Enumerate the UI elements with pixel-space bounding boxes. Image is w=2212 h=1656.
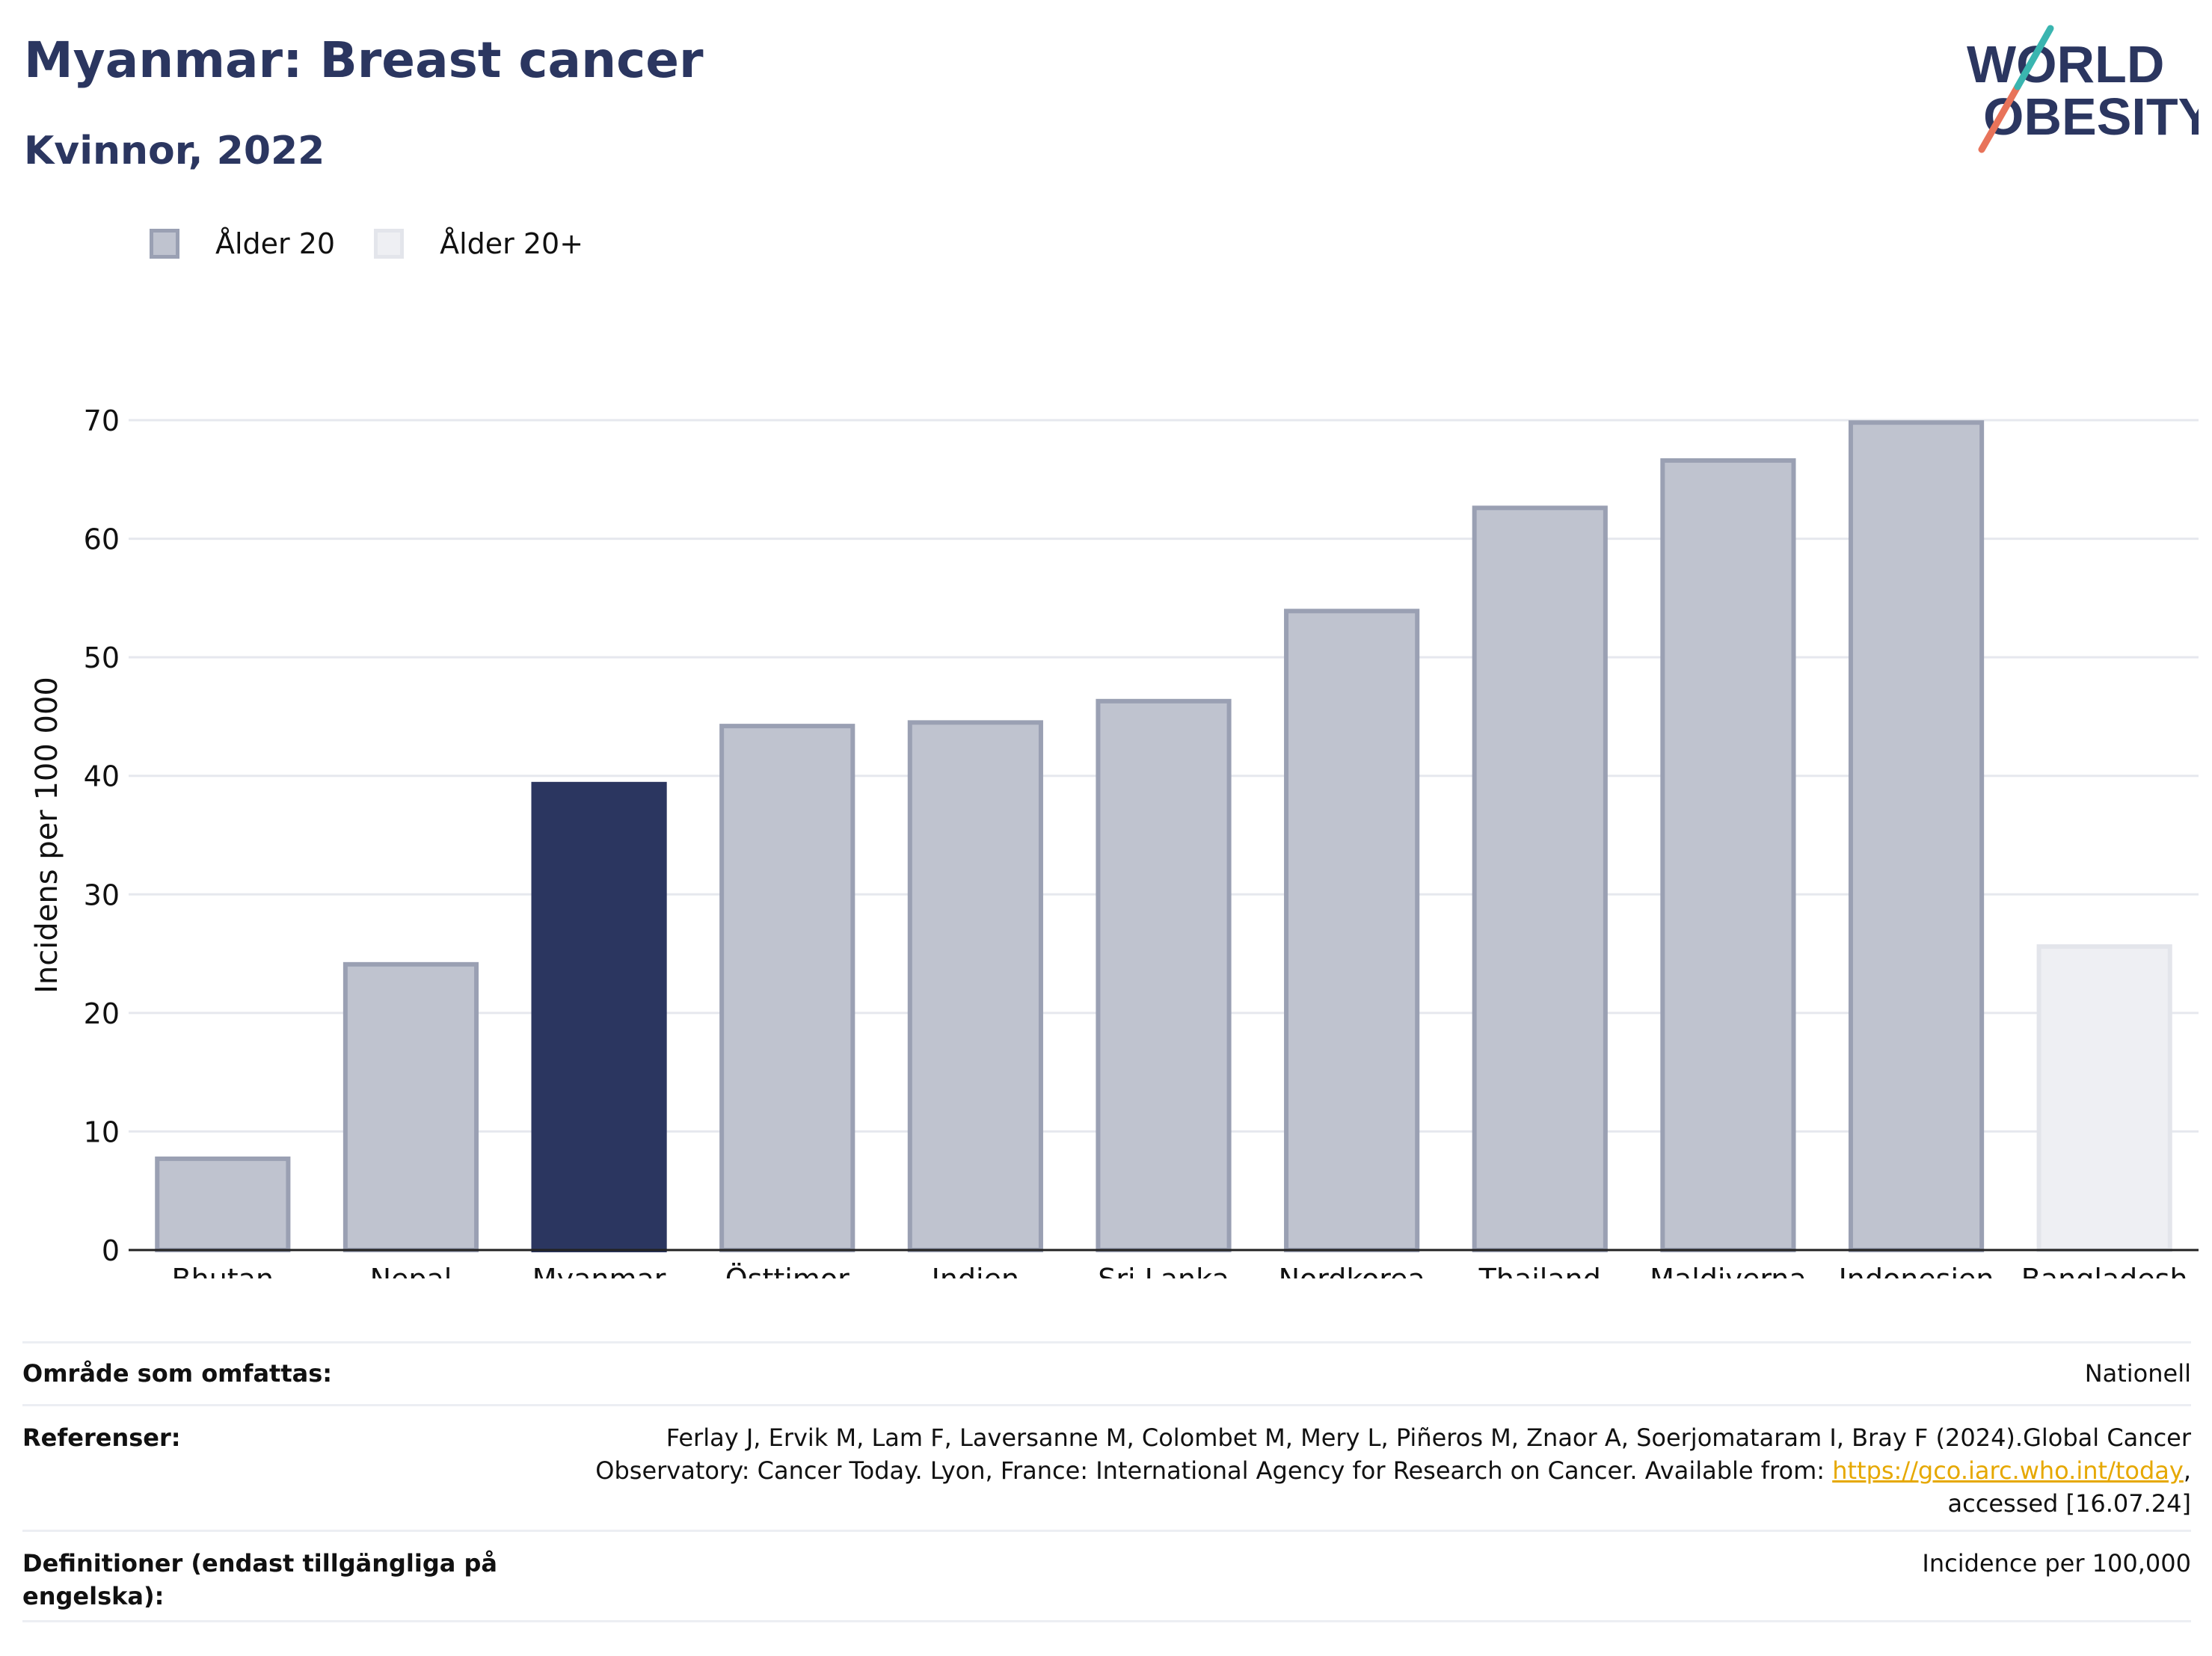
x-tick-label: Östtimor	[725, 1263, 850, 1278]
x-tick-label: Nepal	[370, 1263, 452, 1278]
y-tick-label: 70	[84, 404, 120, 437]
bar-nepal[interactable]	[342, 961, 479, 1252]
references-value: Ferlay J, Ervik M, Lam F, Laversanne M, …	[583, 1421, 2191, 1520]
references-line2-text: Observatory: Cancer Today. Lyon, France:…	[595, 1456, 1833, 1485]
x-tick-label: Myanmar	[532, 1263, 666, 1278]
bar-chart: 0 10 20 30 40 50 60 70 Bhutan Nepal Myanmar Östtim…	[30, 404, 2199, 1278]
bar-myanmar[interactable]	[531, 781, 667, 1252]
definitions-value: Incidence per 100,000	[1922, 1549, 2191, 1577]
y-tick-label: 40	[84, 760, 120, 793]
chart-bars	[155, 420, 2172, 1253]
legend-label-age20: Ålder 20	[215, 227, 336, 260]
page-title: Myanmar: Breast cancer	[24, 31, 704, 89]
references-line1: Ferlay J, Ervik M, Lam F, Laversanne M, …	[666, 1423, 2191, 1452]
y-tick-label: 50	[84, 641, 120, 674]
y-tick-label: 60	[84, 523, 120, 556]
y-axis-label: Incidens per 100 000	[30, 677, 64, 994]
legend-swatch-age20plus	[374, 229, 405, 259]
legend-label-age20plus: Ålder 20+	[440, 227, 584, 260]
legend-swatch-age20	[150, 229, 179, 259]
bar-nordkorea[interactable]	[1284, 609, 1420, 1252]
logo-line1: WORLD	[1967, 35, 2164, 93]
y-tick-label: 10	[84, 1115, 120, 1148]
x-tick-label: Bangladesh	[2021, 1263, 2188, 1278]
x-tick-label: Sri Lanka	[1098, 1263, 1229, 1278]
references-label: Referenser:	[22, 1423, 181, 1452]
logo-slash-lower	[1978, 83, 2021, 153]
x-tick-label: Maldiverna	[1650, 1263, 1807, 1278]
chart-legend: Ålder 20 Ålder 20+	[150, 221, 622, 266]
x-tick-label: Thailand	[1478, 1263, 1601, 1278]
references-link[interactable]: https://gco.iarc.who.int/today	[1832, 1456, 2184, 1485]
references-line2: Observatory: Cancer Today. Lyon, France:…	[583, 1454, 2191, 1487]
legend-item-age20[interactable]: Ålder 20	[150, 227, 335, 260]
x-axis-ticks: Bhutan Nepal Myanmar Östtimor Indien Sri Lank…	[172, 1263, 2188, 1278]
info-row-definitions: Definitioner (endast tillgängliga på eng…	[22, 1530, 2191, 1622]
bar-sri-lanka[interactable]	[1096, 698, 1232, 1252]
y-tick-label: 30	[84, 878, 120, 911]
info-row-references: Referenser: Ferlay J, Ervik M, Lam F, La…	[22, 1404, 2191, 1530]
bar-östtimor[interactable]	[719, 724, 855, 1252]
coverage-value: Nationell	[2084, 1359, 2191, 1388]
bar-bangladesh[interactable]	[2036, 944, 2172, 1252]
page-subtitle: Kvinnor, 2022	[24, 129, 325, 173]
logo-line2: OBESITY	[1983, 87, 2199, 146]
y-axis-ticks: 0 10 20 30 40 50 60 70	[84, 404, 120, 1267]
world-obesity-logo: WORLD OBESITY	[1967, 25, 2199, 153]
bar-indonesien[interactable]	[1848, 420, 1985, 1253]
references-line2-post: ,	[2183, 1456, 2191, 1485]
logo-slash-upper	[2014, 25, 2054, 90]
references-line3: accessed [16.07.24]	[1947, 1489, 2191, 1518]
y-tick-label: 0	[102, 1234, 120, 1267]
y-tick-label: 20	[84, 997, 120, 1030]
bar-bhutan[interactable]	[155, 1156, 291, 1253]
bar-thailand[interactable]	[1472, 505, 1608, 1253]
x-tick-label: Nordkorea	[1279, 1263, 1425, 1278]
info-table: Område som omfattas: Nationell Referense…	[22, 1341, 2191, 1622]
x-tick-label: Indien	[932, 1263, 1019, 1278]
x-tick-label: Indonesien	[1839, 1263, 1994, 1278]
definitions-label: Definitioner (endast tillgängliga på eng…	[22, 1549, 497, 1610]
coverage-label: Område som omfattas:	[22, 1359, 333, 1388]
legend-item-age20plus[interactable]: Ålder 20+	[374, 227, 583, 260]
x-tick-label: Bhutan	[172, 1263, 274, 1278]
info-row-coverage: Område som omfattas: Nationell	[22, 1341, 2191, 1404]
bar-indien[interactable]	[907, 720, 1043, 1252]
bar-maldiverna[interactable]	[1660, 458, 1796, 1252]
